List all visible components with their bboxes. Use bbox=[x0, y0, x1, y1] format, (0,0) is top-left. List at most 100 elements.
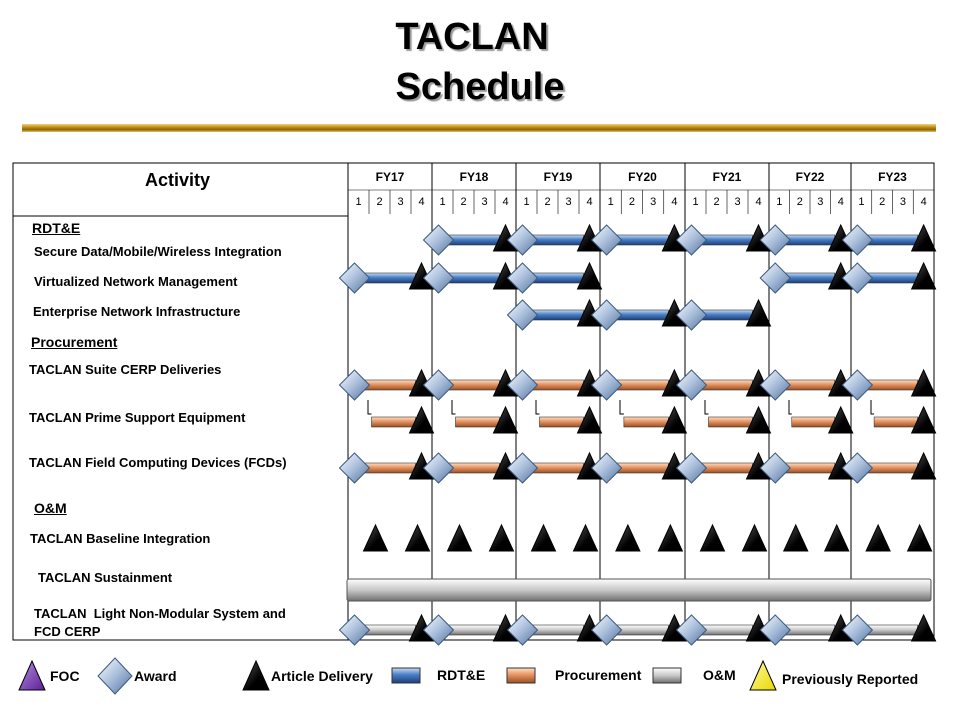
dependency-arrow bbox=[619, 400, 624, 415]
quarter-label: 3 bbox=[565, 196, 572, 208]
award-diamond bbox=[590, 614, 623, 646]
quarter-label: 1 bbox=[355, 196, 362, 208]
dependency-arrow bbox=[788, 400, 792, 415]
delivery-triangle bbox=[865, 523, 891, 552]
fy-label: FY17 bbox=[375, 170, 405, 184]
legend-o-m-swatch bbox=[652, 667, 682, 684]
delivery-triangle bbox=[576, 405, 603, 434]
delivery-triangle bbox=[661, 405, 688, 434]
title-divider bbox=[22, 124, 936, 132]
delivery-triangle bbox=[615, 523, 641, 552]
legend-label: FOC bbox=[50, 668, 80, 684]
award-diamond bbox=[506, 299, 539, 331]
delivery-triangle bbox=[823, 523, 850, 552]
legend-article-delivery-triangle bbox=[242, 659, 270, 691]
delivery-triangle bbox=[699, 523, 726, 552]
delivery-triangle bbox=[745, 298, 772, 327]
award-diamond bbox=[841, 262, 874, 294]
row-label: TACLAN Sustainment bbox=[38, 570, 173, 585]
page-subtitle: Schedule bbox=[395, 66, 565, 108]
award-diamond bbox=[841, 369, 874, 401]
delivery-triangle bbox=[745, 405, 772, 434]
section-label-om: O&M bbox=[34, 500, 67, 516]
quarter-label: 1 bbox=[692, 196, 699, 208]
delivery-triangle bbox=[657, 523, 684, 552]
delivery-triangle bbox=[782, 523, 809, 552]
quarter-label: 1 bbox=[607, 196, 614, 208]
award-diamond bbox=[759, 369, 791, 401]
award-diamond bbox=[590, 299, 623, 331]
quarter-label: 3 bbox=[817, 196, 824, 208]
delivery-triangle bbox=[910, 613, 937, 642]
quarter-label: 2 bbox=[713, 196, 720, 208]
delivery-triangle bbox=[572, 523, 599, 552]
award-diamond bbox=[675, 369, 708, 401]
fy-label: FY22 bbox=[795, 170, 825, 184]
award-diamond bbox=[506, 452, 539, 484]
quarter-label: 1 bbox=[523, 196, 530, 208]
quarter-label: 3 bbox=[650, 196, 657, 208]
delivery-triangle bbox=[488, 523, 515, 552]
delivery-triangle bbox=[576, 261, 603, 290]
award-diamond bbox=[338, 262, 371, 294]
quarter-label: 3 bbox=[397, 196, 404, 208]
schedule-bar bbox=[708, 416, 753, 428]
legend-foc-triangle bbox=[18, 659, 46, 691]
quarter-label: 1 bbox=[776, 196, 783, 208]
fy-label: FY20 bbox=[628, 170, 657, 184]
legend-award-diamond bbox=[97, 657, 133, 695]
quarter-label: 4 bbox=[837, 196, 844, 208]
quarter-label: 2 bbox=[460, 196, 467, 208]
fy-label: FY21 bbox=[712, 170, 742, 184]
quarter-label: 2 bbox=[628, 196, 635, 208]
quarter-label: 3 bbox=[899, 196, 906, 208]
dependency-arrow bbox=[704, 400, 709, 415]
delivery-triangle bbox=[530, 523, 557, 552]
quarter-label: 3 bbox=[481, 196, 488, 208]
page-title: TACLAN bbox=[395, 16, 549, 58]
activity-header: Activity bbox=[145, 170, 211, 190]
award-diamond bbox=[841, 614, 874, 646]
quarter-label: 3 bbox=[734, 196, 741, 208]
row-label: Virtualized Network Management bbox=[34, 274, 238, 289]
row-label: TACLAN Prime Support Equipment bbox=[29, 410, 246, 425]
award-diamond bbox=[506, 369, 539, 401]
quarter-label: 4 bbox=[586, 196, 593, 208]
award-diamond bbox=[338, 452, 371, 484]
schedule-bar bbox=[455, 416, 500, 428]
delivery-triangle bbox=[404, 523, 431, 552]
legend-previously-reported-triangle bbox=[749, 659, 777, 691]
delivery-triangle bbox=[827, 405, 854, 434]
award-diamond bbox=[675, 614, 708, 646]
legend-label: RDT&E bbox=[437, 667, 486, 683]
row-label: TACLAN Suite CERP Deliveries bbox=[29, 362, 222, 377]
award-diamond bbox=[841, 452, 874, 484]
award-diamond bbox=[759, 614, 791, 646]
award-diamond bbox=[422, 262, 455, 294]
legend-procurement-swatch bbox=[506, 667, 536, 684]
dependency-arrow bbox=[870, 400, 875, 415]
row-label: TACLAN Baseline Integration bbox=[30, 531, 211, 546]
legend-rdt-e-swatch bbox=[391, 667, 421, 684]
award-diamond bbox=[590, 224, 623, 256]
delivery-triangle bbox=[906, 523, 933, 552]
quarter-label: 4 bbox=[755, 196, 762, 208]
fy-label: FY19 bbox=[543, 170, 573, 184]
delivery-triangle bbox=[362, 523, 389, 552]
delivery-triangle bbox=[446, 523, 473, 552]
award-diamond bbox=[675, 299, 708, 331]
quarter-label: 1 bbox=[858, 196, 865, 208]
schedule-bar bbox=[791, 416, 836, 428]
delivery-triangle bbox=[408, 405, 435, 434]
award-diamond bbox=[422, 224, 455, 256]
section-label-procurement: Procurement bbox=[31, 334, 118, 350]
row-label: TACLAN Field Computing Devices (FCDs) bbox=[29, 455, 287, 470]
award-diamond bbox=[590, 369, 623, 401]
sustainment-bar bbox=[346, 578, 932, 602]
quarter-label: 2 bbox=[544, 196, 551, 208]
award-diamond bbox=[759, 452, 791, 484]
fy-label: FY18 bbox=[459, 170, 489, 184]
delivery-triangle bbox=[910, 368, 937, 397]
legend-label: Article Delivery bbox=[271, 668, 373, 684]
